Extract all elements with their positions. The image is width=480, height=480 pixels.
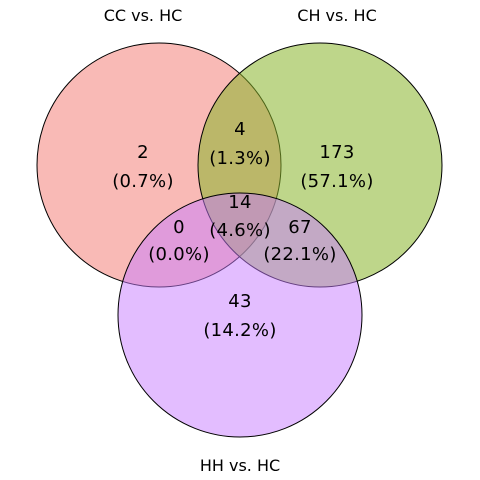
set-circle-hh [117,192,363,438]
set-label-hh: HH vs. HC [200,456,280,475]
set-label-cc: CC vs. HC [104,6,183,25]
region-hh-only-count: 43 [228,291,252,312]
set-label-ch: CH vs. HC [297,6,376,25]
region-ch-hh-pct: (22.1%) [263,244,336,265]
region-ch-only-pct: (57.1%) [300,171,373,192]
region-cc-hh-pct: (0.0%) [148,244,210,265]
region-cc-ch-count: 4 [234,119,246,140]
region-cc-ch-pct: (1.3%) [209,148,271,169]
region-cc-hh-count: 0 [173,217,185,238]
region-cc-only-count: 2 [137,142,149,163]
region-all-count: 14 [228,192,252,213]
region-ch-hh-count: 67 [288,217,312,238]
region-hh-only-pct: (14.2%) [203,320,276,341]
region-cc-only-pct: (0.7%) [112,171,174,192]
region-ch-only-count: 173 [319,142,354,163]
region-all-pct: (4.6%) [209,220,271,241]
